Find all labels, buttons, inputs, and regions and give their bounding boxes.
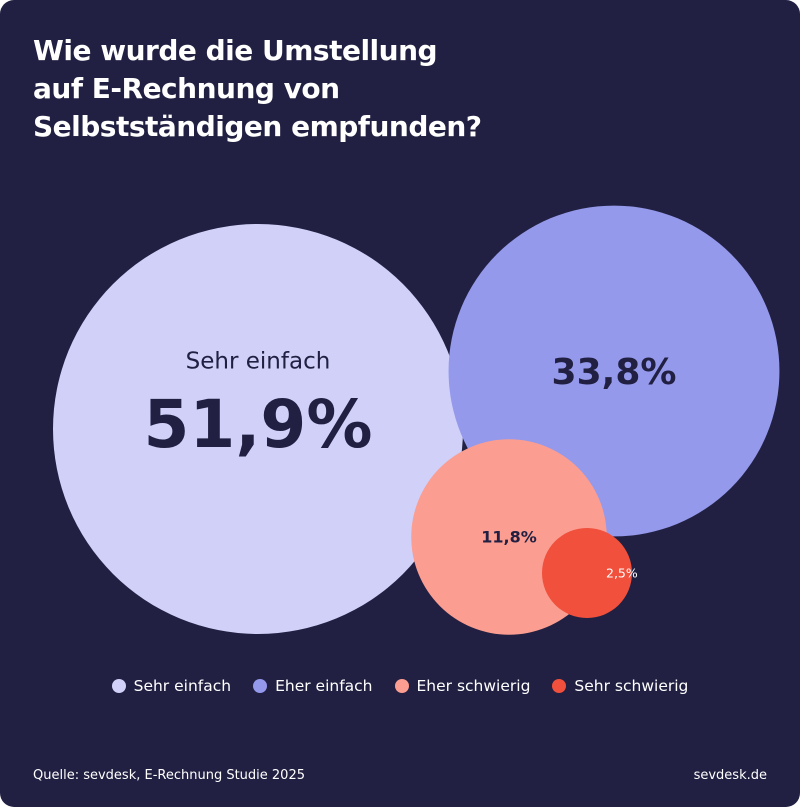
data-label-sehr-schwierig: 2,5% bbox=[606, 566, 638, 581]
legend-label: Eher einfach bbox=[275, 677, 373, 695]
legend-dot bbox=[253, 679, 268, 693]
chart-title: Wie wurde die Umstellung auf E-Rechnung … bbox=[33, 32, 482, 146]
legend-item-eher-einfach: Eher einfach bbox=[253, 677, 373, 695]
legend-dot bbox=[111, 679, 126, 693]
legend-label: Sehr einfach bbox=[133, 677, 232, 695]
chart-title-line: Wie wurde die Umstellung bbox=[33, 34, 438, 67]
bubble-sehr-schwierig bbox=[542, 528, 632, 618]
data-label-sehr-einfach: 51,9% bbox=[144, 386, 373, 463]
legend-item-eher-schwierig: Eher schwierig bbox=[394, 677, 531, 695]
chart-title-line: auf E-Rechnung von bbox=[33, 72, 340, 105]
legend-dot bbox=[552, 679, 567, 693]
chart-title-line: Selbstständigen empfunden? bbox=[33, 110, 482, 143]
data-label-eher-schwierig: 11,8% bbox=[481, 528, 537, 547]
chart-legend: Sehr einfach Eher einfach Eher schwierig… bbox=[0, 672, 800, 700]
legend-item-sehr-schwierig: Sehr schwierig bbox=[552, 677, 688, 695]
legend-item-sehr-einfach: Sehr einfach bbox=[111, 677, 232, 695]
source-note: Quelle: sevdesk, E-Rechnung Studie 2025 bbox=[33, 768, 305, 783]
legend-label: Sehr schwierig bbox=[574, 677, 689, 695]
brand-link[interactable]: sevdesk.de bbox=[693, 768, 767, 783]
bubble-sehr-einfach bbox=[53, 224, 463, 634]
legend-label: Eher schwierig bbox=[416, 677, 531, 695]
legend-dot bbox=[394, 679, 409, 693]
data-label-eher-einfach: 33,8% bbox=[552, 352, 677, 393]
bubble-category-label: Sehr einfach bbox=[186, 349, 331, 375]
